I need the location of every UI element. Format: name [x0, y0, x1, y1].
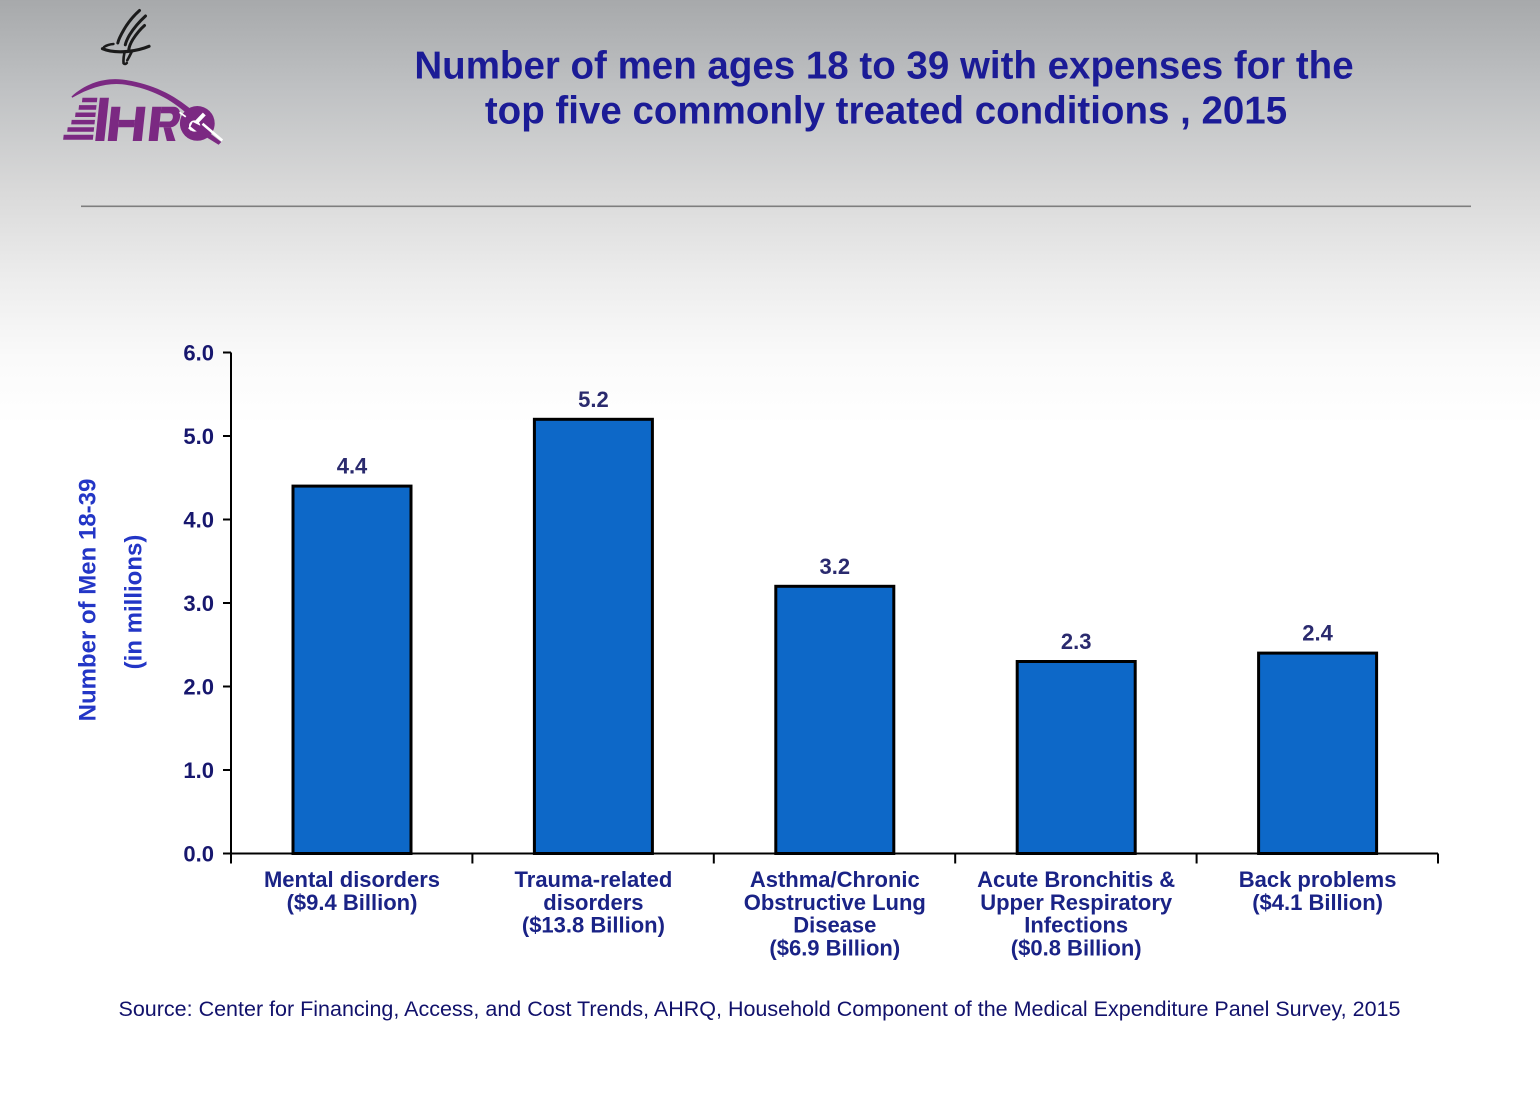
- svg-text:Disease: Disease: [793, 913, 876, 938]
- svg-text:0.0: 0.0: [183, 842, 214, 867]
- svg-text:1.0: 1.0: [183, 758, 214, 783]
- svg-text:top five commonly treated cond: top five commonly treated conditions , 2…: [485, 90, 1287, 133]
- svg-text:Asthma/Chronic: Asthma/Chronic: [750, 867, 920, 892]
- svg-text:Infections: Infections: [1024, 913, 1128, 938]
- svg-text:Number of Men 18-39: Number of Men 18-39: [75, 479, 102, 722]
- svg-text:Trauma-related: Trauma-related: [515, 867, 673, 892]
- svg-text:($9.4 Billion): ($9.4 Billion): [287, 890, 418, 915]
- svg-text:Back problems: Back problems: [1239, 867, 1397, 892]
- svg-text:Obstructive Lung: Obstructive Lung: [744, 890, 926, 915]
- svg-text:disorders: disorders: [543, 890, 643, 915]
- svg-text:Source: Center for Financing,: Source: Center for Financing, Access, an…: [119, 997, 1401, 1021]
- svg-text:($6.9 Billion): ($6.9 Billion): [769, 935, 900, 960]
- svg-text:($0.8 Billion): ($0.8 Billion): [1011, 935, 1142, 960]
- svg-text:3.2: 3.2: [820, 554, 851, 579]
- svg-text:Number of men ages 18 to 39 wi: Number of men ages 18 to 39 with expense…: [414, 45, 1353, 88]
- svg-text:5.2: 5.2: [578, 387, 609, 412]
- svg-text:5.0: 5.0: [183, 424, 214, 449]
- svg-text:($4.1 Billion): ($4.1 Billion): [1252, 890, 1383, 915]
- svg-text:($13.8 Billion): ($13.8 Billion): [522, 913, 665, 938]
- svg-text:3.0: 3.0: [183, 591, 214, 616]
- svg-text:4.0: 4.0: [183, 508, 214, 533]
- svg-text:Mental disorders: Mental disorders: [264, 867, 440, 892]
- svg-text:2.4: 2.4: [1302, 621, 1333, 646]
- svg-text:2.3: 2.3: [1061, 629, 1092, 654]
- svg-text:6.0: 6.0: [183, 341, 214, 366]
- svg-text:Upper Respiratory: Upper Respiratory: [980, 890, 1173, 915]
- svg-text:4.4: 4.4: [337, 454, 368, 479]
- svg-text:(in millions): (in millions): [121, 535, 148, 670]
- svg-text:Acute Bronchitis &: Acute Bronchitis &: [977, 867, 1175, 892]
- svg-text:2.0: 2.0: [183, 675, 214, 700]
